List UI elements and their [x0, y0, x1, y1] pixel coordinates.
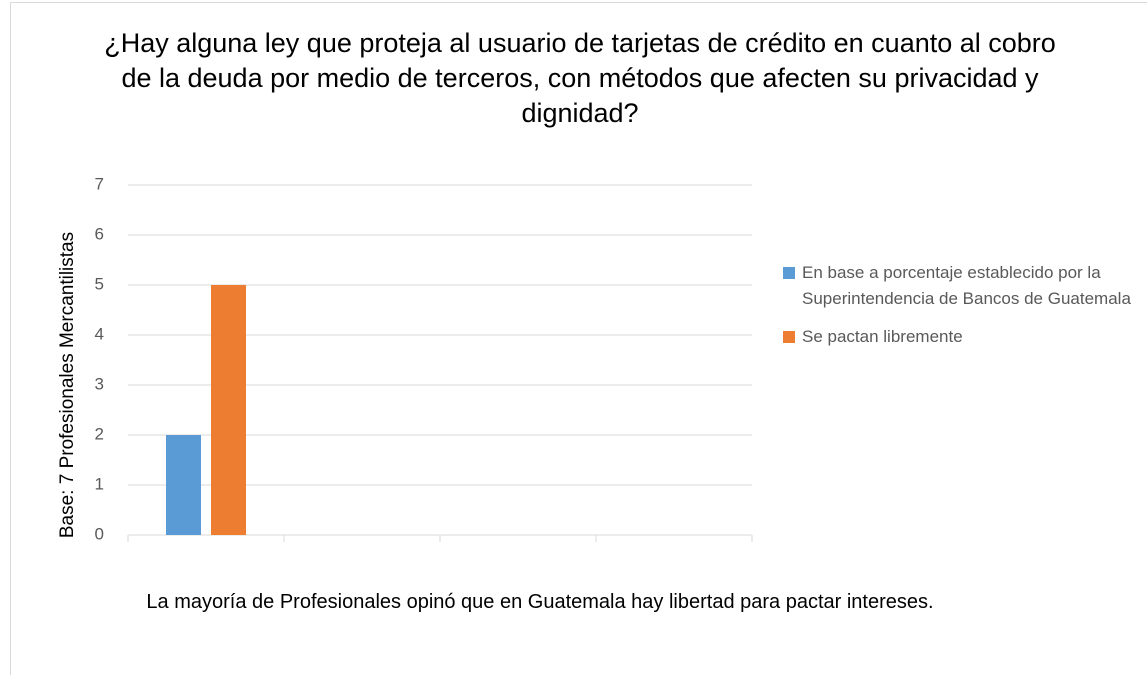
y-tick-label: 7 — [95, 174, 104, 193]
legend-swatch — [783, 267, 795, 279]
legend-item: Se pactan libremente — [783, 324, 1133, 350]
y-tick-label: 6 — [95, 224, 104, 243]
bar — [211, 285, 246, 535]
chart-frame — [10, 2, 1147, 675]
x-axis-label: La mayoría de Profesionales opinó que en… — [146, 591, 934, 613]
legend-item: En base a porcentaje establecido por la … — [783, 260, 1133, 312]
y-tick-label: 2 — [95, 424, 104, 443]
y-tick-label: 4 — [95, 324, 104, 343]
y-tick-label: 1 — [95, 474, 104, 493]
legend-swatch — [783, 331, 795, 343]
y-axis-label: Base: 7 Profesionales Mercantilistas — [57, 231, 78, 539]
legend-label: En base a porcentaje establecido por la … — [802, 263, 1131, 308]
legend-label: Se pactan libremente — [802, 327, 963, 346]
chart-title: ¿Hay alguna ley que proteja al usuario d… — [104, 28, 1056, 128]
y-tick-label: 5 — [95, 274, 104, 293]
bar — [166, 435, 201, 535]
y-tick-label: 0 — [95, 524, 104, 543]
y-tick-label: 3 — [95, 374, 104, 393]
